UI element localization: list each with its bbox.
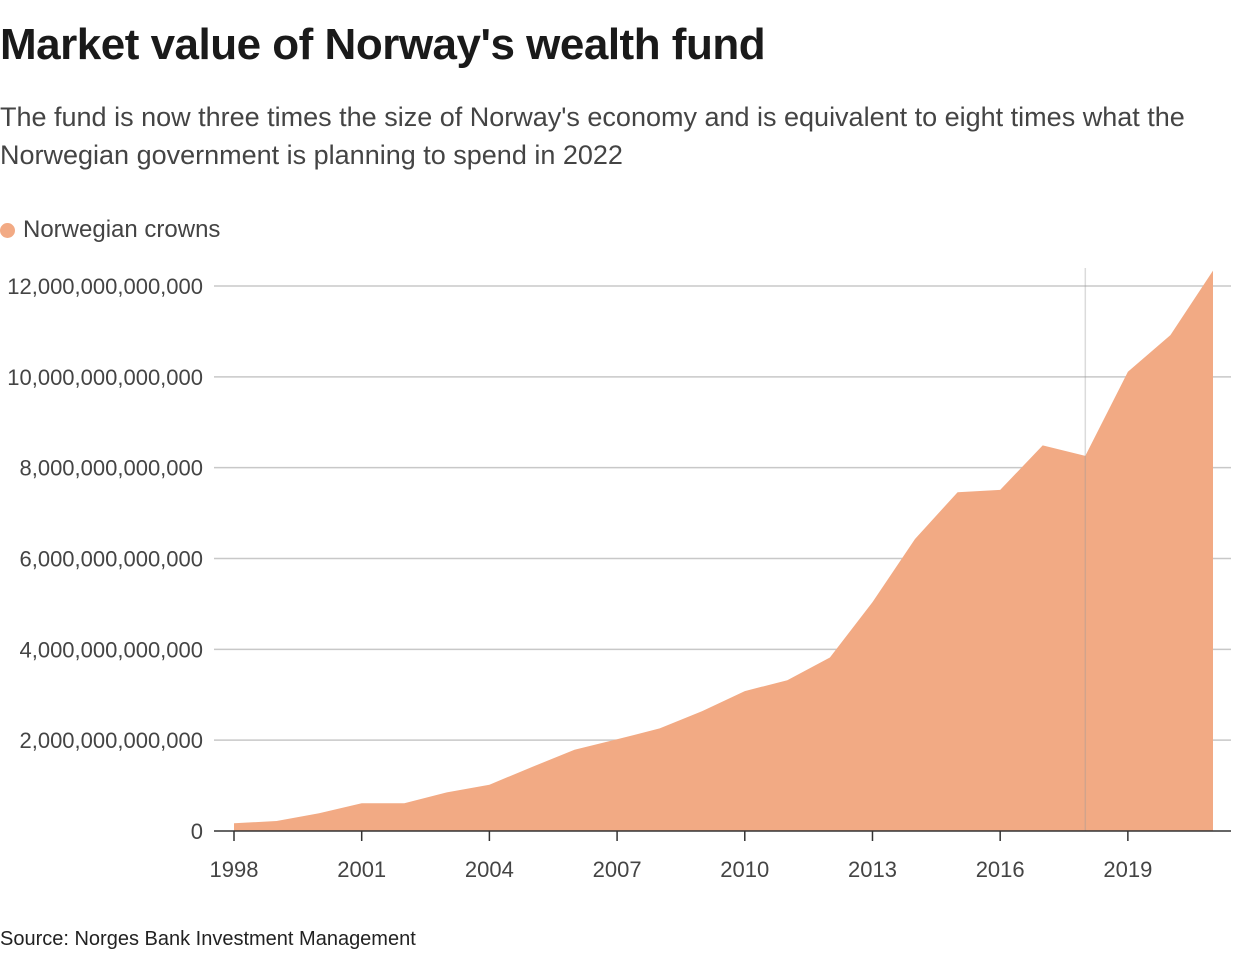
y-axis-labels: 0 2,000,000,000,000 4,000,000,000,000 6,000… bbox=[7, 274, 203, 844]
data-point bbox=[574, 749, 576, 751]
data-point bbox=[531, 766, 533, 768]
x-tick-label: 2013 bbox=[848, 857, 897, 882]
data-point bbox=[999, 489, 1001, 491]
data-point bbox=[233, 822, 235, 824]
y-tick-label: 6,000,000,000,000 bbox=[19, 547, 203, 572]
y-tick-label: 10,000,000,000,000 bbox=[7, 365, 203, 390]
x-tick-label: 2016 bbox=[976, 857, 1025, 882]
legend-swatch bbox=[0, 222, 15, 238]
legend-label: Norwegian crowns bbox=[23, 216, 221, 243]
x-tick-label: 2019 bbox=[1103, 857, 1152, 882]
data-point bbox=[786, 679, 788, 681]
overlay-layer bbox=[233, 268, 1214, 831]
chart-title: Market value of Norway's wealth fund bbox=[0, 20, 766, 69]
data-point bbox=[1212, 270, 1214, 272]
y-tick-label: 12,000,000,000,000 bbox=[7, 274, 203, 299]
axis-layer bbox=[214, 830, 1231, 841]
legend: Norwegian crowns bbox=[0, 216, 220, 244]
data-point bbox=[446, 791, 448, 793]
x-tick-label: 2001 bbox=[337, 857, 386, 882]
data-point bbox=[318, 812, 320, 814]
x-tick-label: 2010 bbox=[720, 857, 769, 882]
chart-subtitle: The fund is now three times the size of … bbox=[0, 102, 1185, 170]
data-point bbox=[488, 784, 490, 786]
y-tick-label: 4,000,000,000,000 bbox=[19, 637, 203, 662]
data-point bbox=[872, 601, 874, 603]
y-tick-label: 2,000,000,000,000 bbox=[19, 728, 203, 753]
data-point bbox=[659, 727, 661, 729]
data-point bbox=[616, 738, 618, 740]
data-point bbox=[1042, 444, 1044, 446]
data-point bbox=[829, 657, 831, 659]
y-tick-label: 8,000,000,000,000 bbox=[19, 456, 203, 481]
y-tick-label: 0 bbox=[191, 819, 203, 844]
x-axis-labels: 1998 2001 2004 2007 2010 2013 2016 2019 bbox=[210, 857, 1153, 882]
source-note: Source: Norges Bank Investment Managemen… bbox=[0, 928, 416, 950]
x-tick-label: 2004 bbox=[465, 857, 514, 882]
series-area bbox=[234, 270, 1213, 832]
data-point bbox=[701, 710, 703, 712]
data-point bbox=[276, 820, 278, 822]
area-chart: 0 2,000,000,000,000 4,000,000,000,000 6,000… bbox=[7, 268, 1231, 882]
data-point bbox=[1169, 334, 1171, 336]
data-point bbox=[361, 802, 363, 804]
x-tick-label: 2007 bbox=[593, 857, 642, 882]
data-point bbox=[914, 538, 916, 540]
area-layer bbox=[234, 270, 1213, 832]
data-point bbox=[957, 491, 959, 493]
data-point bbox=[403, 802, 405, 804]
data-point bbox=[744, 690, 746, 692]
data-point bbox=[1127, 371, 1129, 373]
x-tick-label: 1998 bbox=[210, 857, 259, 882]
